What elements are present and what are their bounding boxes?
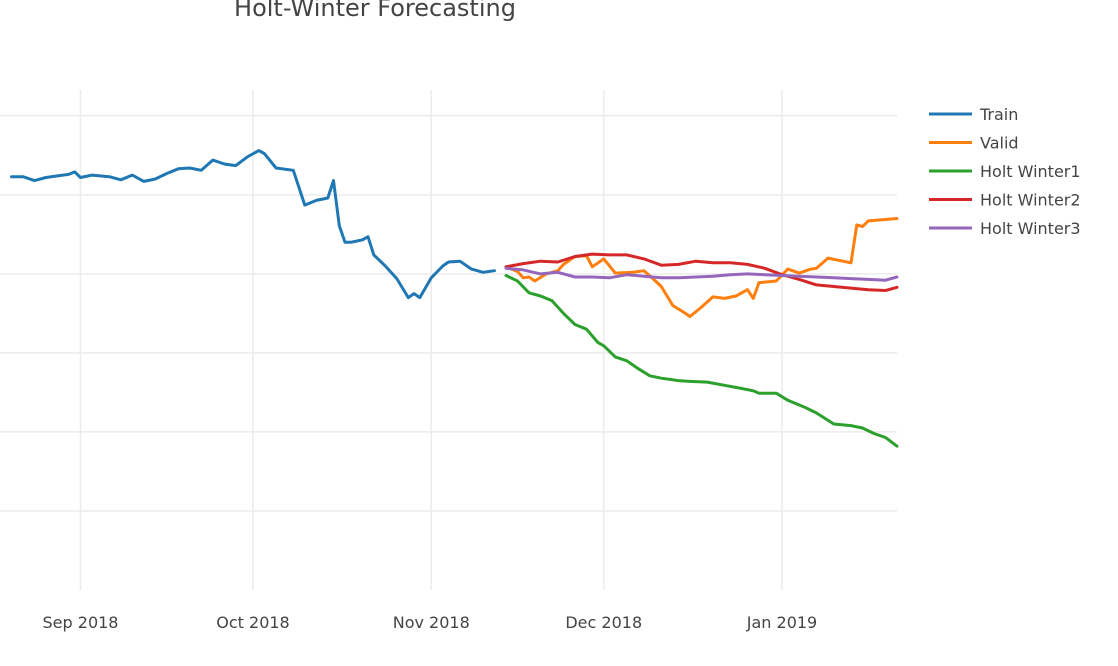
grid	[0, 90, 897, 590]
x-tick-label: Nov 2018	[393, 613, 470, 632]
series-line-holt-winter2[interactable]	[504, 252, 899, 292]
legend-item-holt-winter1[interactable]: Holt Winter1	[929, 162, 1081, 181]
chart-title: Holt-Winter Forecasting	[234, 0, 516, 22]
series-layer	[10, 149, 899, 448]
legend-label: Holt Winter2	[980, 191, 1081, 210]
legend: Train Valid Holt Winter1 Holt Winter2 Holt W…	[929, 105, 1081, 238]
legend-item-train[interactable]: Train	[929, 105, 1018, 124]
legend-item-holt-winter3[interactable]: Holt Winter3	[929, 219, 1081, 238]
series-line-holt-winter3[interactable]	[504, 266, 899, 282]
series-line-train[interactable]	[10, 149, 496, 300]
x-tick-label: Oct 2018	[216, 613, 289, 632]
x-tick-label: Sep 2018	[43, 613, 119, 632]
legend-label: Holt Winter1	[980, 162, 1081, 181]
series-line-holt-winter1[interactable]	[504, 274, 899, 448]
x-tick-label: Jan 2019	[746, 613, 817, 632]
x-tick-label: Dec 2018	[565, 613, 642, 632]
x-axis-ticks: Sep 2018 Oct 2018 Nov 2018 Dec 2018 Jan 2019	[43, 613, 818, 632]
legend-label: Train	[979, 105, 1018, 124]
legend-item-holt-winter2[interactable]: Holt Winter2	[929, 191, 1081, 210]
legend-label: Valid	[980, 134, 1019, 153]
legend-item-valid[interactable]: Valid	[929, 134, 1019, 153]
series-line-valid[interactable]	[504, 217, 899, 318]
legend-label: Holt Winter3	[980, 219, 1081, 238]
